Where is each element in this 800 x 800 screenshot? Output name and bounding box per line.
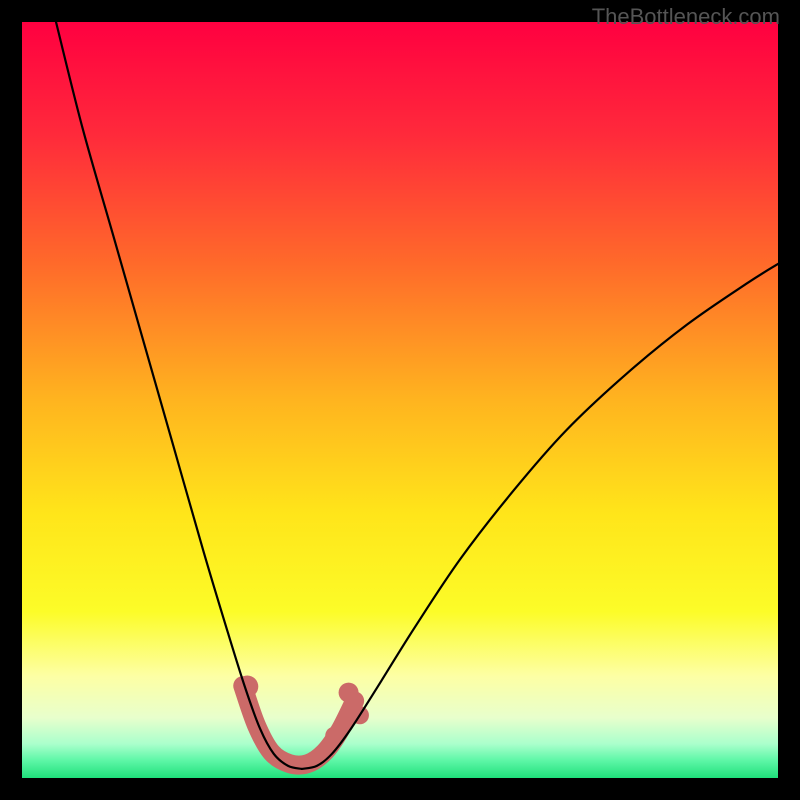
watermark-text: TheBottleneck.com [592,4,780,30]
chart-frame: TheBottleneck.com [0,0,800,800]
gradient-background [22,22,778,778]
bottleneck-chart-svg [0,0,800,800]
